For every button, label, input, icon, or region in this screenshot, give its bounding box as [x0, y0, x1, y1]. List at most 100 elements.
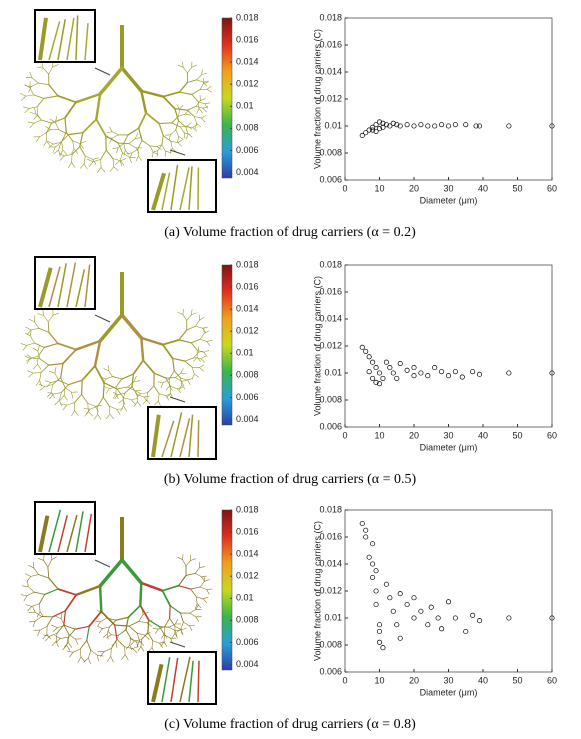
airway-branch: [125, 629, 132, 639]
airway-branch: [98, 66, 124, 96]
airway-branch: [190, 338, 201, 344]
airway-branch: [156, 150, 159, 157]
airway-branch: [71, 162, 76, 168]
airway-branch: [89, 406, 99, 410]
airway-branch: [34, 616, 43, 622]
airway-branch: [158, 393, 167, 396]
airway-branch: [139, 581, 143, 607]
airway-branch: [127, 127, 140, 136]
data-point: [397, 361, 403, 367]
data-point: [506, 370, 512, 376]
airway-branch: [172, 357, 186, 362]
y-tick-label: 0.008: [319, 147, 342, 157]
airway-branch: [179, 104, 184, 110]
airway-branch: [27, 586, 35, 593]
airway-branch: [165, 377, 176, 379]
data-point: [459, 374, 465, 380]
airway-branch: [176, 388, 182, 394]
inset-branch: [161, 172, 171, 211]
airway-branch: [165, 150, 171, 154]
data-point: [370, 127, 376, 133]
airway-branch: [137, 646, 142, 652]
data-point: [380, 375, 386, 381]
airway-branch: [74, 584, 102, 597]
airway-branch: [97, 626, 103, 629]
data-point: [394, 122, 400, 128]
airway-branch: [186, 109, 195, 118]
airway-branch: [117, 142, 123, 154]
data-point: [397, 123, 403, 129]
inset-branch: [66, 262, 77, 308]
data-point: [370, 359, 376, 365]
airway-branch: [58, 149, 61, 157]
airway-branch: [157, 144, 163, 152]
inset-arrow: [169, 641, 186, 648]
y-tick-label: 0.01: [324, 120, 342, 130]
data-point: [445, 599, 452, 605]
inset-arrow: [169, 396, 186, 403]
airway-branch: [137, 112, 147, 130]
airway-branch: [47, 140, 54, 145]
airway-branch: [34, 107, 37, 115]
airway-branch: [60, 377, 66, 388]
airway-branch: [29, 122, 35, 129]
airway-branch: [59, 637, 69, 639]
airway-branch: [49, 632, 58, 637]
panel: 0.004 0.006 0.008 0.01 0.012 0.014 0.016 0.018 0…: [20, 501, 557, 732]
airway-branch: [182, 61, 184, 68]
airway-branch: [37, 114, 42, 121]
data-point: [425, 622, 431, 628]
airway-branch: [31, 77, 39, 84]
data-point: [363, 130, 369, 136]
airway-branch: [204, 103, 208, 109]
airway-branch: [127, 381, 135, 388]
airway-branch: [195, 325, 203, 329]
airway-branch: [51, 556, 57, 561]
airway-branch: [191, 89, 201, 95]
airway-branch: [177, 65, 184, 68]
airway-branch: [158, 122, 164, 137]
airway-branch: [123, 405, 127, 412]
airway-branch: [161, 144, 166, 152]
data-point: [363, 534, 369, 540]
airway-branch: [35, 380, 40, 386]
airway-branch: [139, 640, 144, 646]
airway-branch: [178, 329, 188, 341]
colorbar-tick-label: 0.004: [236, 659, 259, 669]
airway-branch: [46, 382, 52, 388]
data-point: [397, 591, 403, 597]
airway-branch: [62, 404, 68, 411]
airway-branch: [27, 606, 33, 612]
airway-branch: [136, 632, 140, 642]
data-point: [506, 123, 512, 129]
airway-branch: [194, 116, 202, 119]
airway-branch: [159, 642, 163, 648]
airway-branch: [74, 625, 90, 630]
airway-branch: [190, 309, 193, 316]
airway-branch: [92, 157, 99, 160]
data-point: [380, 124, 386, 130]
airway-branch: [45, 126, 52, 130]
airway-branch: [174, 108, 189, 111]
airway-branch: [21, 585, 29, 587]
airway-branch: [94, 405, 99, 412]
data-point: [370, 541, 376, 547]
airway-branch: [124, 646, 126, 656]
airway-branch: [32, 347, 39, 352]
airway-branch: [56, 625, 66, 628]
airway-branch: [79, 648, 82, 658]
data-point: [366, 554, 372, 560]
airway-branch: [152, 640, 160, 644]
airway-branch: [51, 610, 67, 618]
airway-branch: [179, 384, 182, 391]
inset-branch: [197, 660, 200, 703]
airway-branch: [44, 588, 59, 595]
airway-branch: [123, 397, 132, 401]
airway-branch: [177, 142, 182, 147]
airway-branch: [39, 132, 47, 138]
inset-arrow: [94, 559, 111, 568]
y-tick-label: 0.016: [319, 286, 342, 296]
airway-branch: [140, 639, 142, 648]
airway-branch: [180, 125, 188, 128]
colorbar-tick-label: 0.006: [236, 392, 259, 402]
